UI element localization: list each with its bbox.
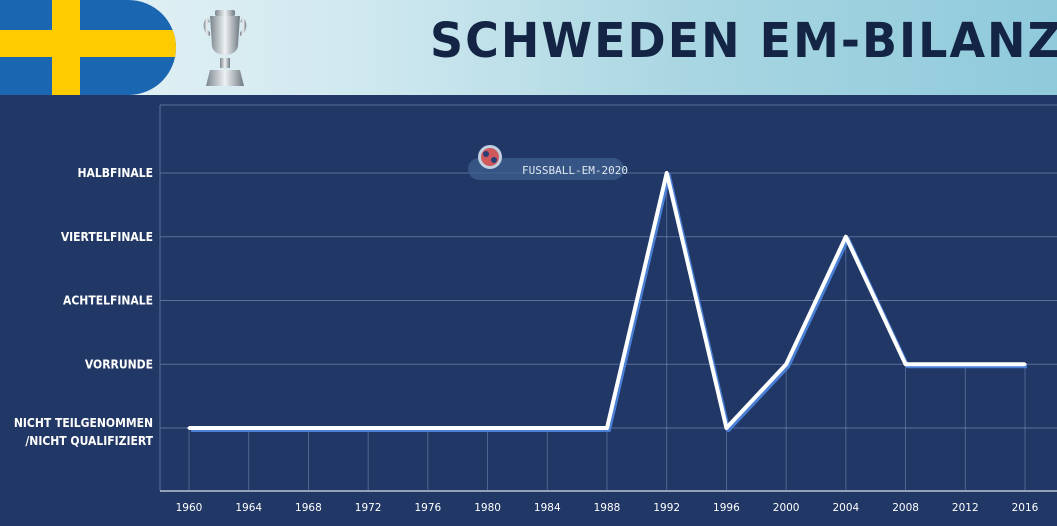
y-tick-label: HALBFINALE xyxy=(77,166,153,180)
x-tick-label: 1968 xyxy=(295,502,322,514)
data-point xyxy=(366,426,370,430)
y-tick-label-line: NICHT TEILGENOMMEN xyxy=(14,416,153,430)
y-tick-label: ACHTELFINALE xyxy=(63,294,153,308)
y-tick-label: VIERTELFINALE xyxy=(61,230,153,244)
x-tick-label: 1960 xyxy=(176,502,203,514)
data-point xyxy=(844,235,848,239)
x-tick-label: 1980 xyxy=(474,502,501,514)
data-point xyxy=(545,426,549,430)
data-point xyxy=(486,426,490,430)
header-banner: SCHWEDEN EM-BILANZ xyxy=(0,0,1057,95)
y-tick-label: NICHT TEILGENOMMEN/NICHT QUALIFIZIERT xyxy=(14,416,154,448)
x-tick-label: 2000 xyxy=(773,502,800,514)
x-tick-label: 1976 xyxy=(414,502,441,514)
x-tick-label: 1972 xyxy=(355,502,382,514)
watermark-text: FUSSBALL-EM-2020 xyxy=(522,164,628,177)
watermark-logo: FUSSBALL-EM-2020 xyxy=(468,145,628,180)
data-point xyxy=(247,426,251,430)
sweden-flag-icon xyxy=(0,0,176,95)
y-tick-label-line: /NICHT QUALIFIZIERT xyxy=(25,434,153,448)
y-tick-label: VORRUNDE xyxy=(85,357,153,371)
line-chart: NICHT TEILGENOMMEN/NICHT QUALIFIZIERT VOR… xyxy=(14,104,1057,514)
data-point xyxy=(724,426,728,430)
x-tick-label: 1964 xyxy=(235,502,262,514)
y-axis-ticks: NICHT TEILGENOMMEN/NICHT QUALIFIZIERT VOR… xyxy=(14,166,154,448)
page-title: SCHWEDEN EM-BILANZ xyxy=(430,11,1057,69)
x-tick-label: 1996 xyxy=(713,502,740,514)
x-tick-label: 1988 xyxy=(594,502,621,514)
data-point xyxy=(1023,362,1027,366)
x-tick-label: 2012 xyxy=(952,502,979,514)
data-point xyxy=(665,171,669,175)
data-point xyxy=(963,362,967,366)
x-tick-label: 1984 xyxy=(534,502,561,514)
data-point xyxy=(306,426,310,430)
x-tick-label: 2004 xyxy=(832,502,859,514)
series-line-shadow xyxy=(191,173,1027,432)
data-point xyxy=(904,362,908,366)
x-tick-label: 2016 xyxy=(1012,502,1039,514)
x-axis-ticks: 1960 1964 1968 1972 1976 1980 1984 1988 1992 1996… xyxy=(176,502,1039,514)
series-line xyxy=(187,171,1027,432)
data-point xyxy=(784,362,788,366)
data-point xyxy=(187,426,191,430)
trophy-icon xyxy=(203,10,247,86)
data-point xyxy=(605,426,609,430)
data-point xyxy=(426,426,430,430)
x-tick-label: 1992 xyxy=(653,502,680,514)
x-tick-label: 2008 xyxy=(892,502,919,514)
